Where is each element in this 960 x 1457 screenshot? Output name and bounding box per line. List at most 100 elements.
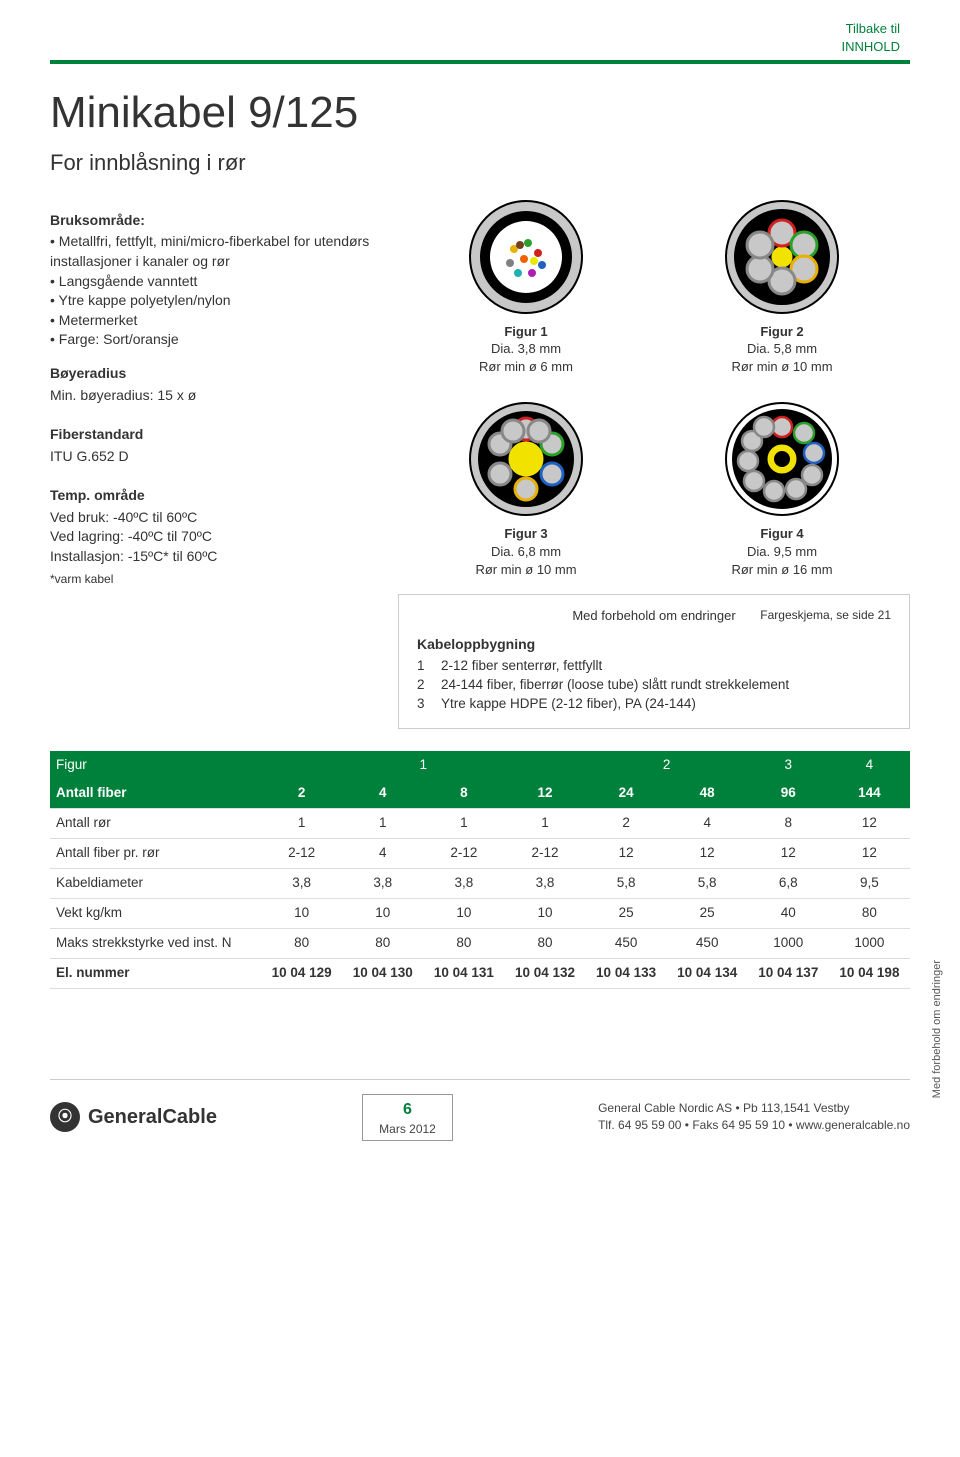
page-footer: ⦿ GeneralCable 6 Mars 2012 General Cable… <box>50 1079 910 1141</box>
list-item: Langsgående vanntett <box>50 272 370 292</box>
table-cell: Antall rør <box>50 809 261 839</box>
table-cell: 80 <box>829 898 910 928</box>
figure-dia: Dia. 3,8 mm <box>491 341 561 356</box>
kb-item: 12-12 fiber senterrør, fettfyllt <box>417 657 891 676</box>
page-date: Mars 2012 <box>379 1122 436 1136</box>
table-cell: Kabeldiameter <box>50 869 261 899</box>
table-cell: 10 04 137 <box>748 958 829 988</box>
temp-footnote: *varm kabel <box>50 571 370 588</box>
table-cell: 3,8 <box>423 869 504 899</box>
table-cell: 1000 <box>748 928 829 958</box>
table-cell: 10 04 198 <box>829 958 910 988</box>
page-number-box: 6 Mars 2012 <box>362 1094 453 1141</box>
back-link[interactable]: Tilbake til INNHOLD <box>50 20 910 56</box>
table-cell: 1000 <box>829 928 910 958</box>
table-cell: 1 <box>504 809 585 839</box>
table-cell: 9,5 <box>829 869 910 899</box>
table-cell: 5,8 <box>667 869 748 899</box>
figure-dia: Dia. 5,8 mm <box>747 341 817 356</box>
logo-text: GeneralCable <box>88 1103 217 1131</box>
table-cell: 3,8 <box>504 869 585 899</box>
table-row: Maks strekkstyrke ved inst. N80808080450… <box>50 928 910 958</box>
figure-name: Figur 1 <box>504 324 547 339</box>
header-rule <box>50 60 910 64</box>
table-cell: 1 <box>261 809 342 839</box>
spec-table: Figur1234 Antall fiber24812244896144 Ant… <box>50 751 910 989</box>
table-cell: 450 <box>586 928 667 958</box>
table-cell: 10 04 132 <box>504 958 585 988</box>
back-link-line2: INNHOLD <box>50 38 900 56</box>
table-cell: 80 <box>342 928 423 958</box>
bruksomrade-list: Metallfri, fettfylt, mini/micro-fiberkab… <box>50 232 370 350</box>
figure-name: Figur 3 <box>504 526 547 541</box>
table-cell: Maks strekkstyrke ved inst. N <box>50 928 261 958</box>
table-cell: 4 <box>667 809 748 839</box>
figure-3: Figur 3 Dia. 6,8 mm Rør min ø 10 mm <box>441 399 611 578</box>
kb-item: 224-144 fiber, fiberrør (loose tube) slå… <box>417 676 891 695</box>
figure-2: Figur 2 Dia. 5,8 mm Rør min ø 10 mm <box>697 197 867 376</box>
figure-ror: Rør min ø 10 mm <box>475 562 576 577</box>
heading-boyeradius: Bøyeradius <box>50 364 370 384</box>
figure-dia: Dia. 9,5 mm <box>747 544 817 559</box>
table-cell: 3,8 <box>261 869 342 899</box>
figure-ror: Rør min ø 6 mm <box>479 359 573 374</box>
kb-item: 3Ytre kappe HDPE (2-12 fiber), PA (24-14… <box>417 695 891 714</box>
table-cell: 40 <box>748 898 829 928</box>
table-header-cell: 24 <box>586 779 667 808</box>
table-header-cell: 48 <box>667 779 748 808</box>
table-cell: 10 04 129 <box>261 958 342 988</box>
table-cell: 10 04 130 <box>342 958 423 988</box>
table-cell: 10 <box>423 898 504 928</box>
footer-address: General Cable Nordic AS • Pb 113,1541 Ve… <box>598 1100 910 1134</box>
table-cell: Vekt kg/km <box>50 898 261 928</box>
table-cell: 3,8 <box>342 869 423 899</box>
table-cell: 12 <box>829 809 910 839</box>
page-number: 6 <box>379 1099 436 1121</box>
kabeloppbygning-heading: Kabeloppbygning <box>417 635 891 655</box>
cable-cross-section-icon <box>722 399 842 519</box>
addr-line: Tlf. 64 95 59 00 • Faks 64 95 59 10 • ww… <box>598 1117 910 1134</box>
table-cell: 1 <box>342 809 423 839</box>
figure-1: Figur 1 Dia. 3,8 mm Rør min ø 6 mm <box>441 197 611 376</box>
heading-bruksomrade: Bruksområde: <box>50 211 370 231</box>
table-col-group: 1 <box>261 751 585 780</box>
kabeloppbygning-box: Med forbehold om endringer Fargeskjema, … <box>398 594 910 728</box>
list-item: Metermerket <box>50 311 370 331</box>
table-cell: 2-12 <box>423 839 504 869</box>
figure-dia: Dia. 6,8 mm <box>491 544 561 559</box>
fiberstandard-text: ITU G.652 D <box>50 447 370 467</box>
table-header-cell: 12 <box>504 779 585 808</box>
figure-name: Figur 4 <box>760 526 803 541</box>
table-cell: 10 <box>261 898 342 928</box>
table-row: Vekt kg/km1010101025254080 <box>50 898 910 928</box>
table-col-group: 2 <box>586 751 748 780</box>
boyeradius-text: Min. bøyeradius: 15 x ø <box>50 386 370 406</box>
list-item: Metallfri, fettfylt, mini/micro-fiberkab… <box>50 232 370 271</box>
table-cell: 10 <box>504 898 585 928</box>
table-cell: Antall fiber pr. rør <box>50 839 261 869</box>
list-item: Farge: Sort/oransje <box>50 330 370 350</box>
table-header-cell: 2 <box>261 779 342 808</box>
table-cell: 10 <box>342 898 423 928</box>
table-cell: 2-12 <box>504 839 585 869</box>
side-disclaimer: Med forbehold om endringer <box>930 960 945 1098</box>
table-cell: 450 <box>667 928 748 958</box>
table-cell: 12 <box>829 839 910 869</box>
table-row: El. nummer10 04 12910 04 13010 04 13110 … <box>50 958 910 988</box>
table-header-cell: 144 <box>829 779 910 808</box>
table-cell: 8 <box>748 809 829 839</box>
table-cell: 10 04 131 <box>423 958 504 988</box>
table-header-cell: Antall fiber <box>50 779 261 808</box>
table-cell: 80 <box>423 928 504 958</box>
figure-ror: Rør min ø 16 mm <box>731 562 832 577</box>
table-cell: 2-12 <box>261 839 342 869</box>
table-cell: 5,8 <box>586 869 667 899</box>
table-col-group: 4 <box>829 751 910 780</box>
table-cell: 25 <box>667 898 748 928</box>
table-cell: El. nummer <box>50 958 261 988</box>
temp-line: Ved bruk: -40ºC til 60ºC <box>50 508 370 528</box>
cable-cross-section-icon <box>466 399 586 519</box>
colorscheme-ref: Fargeskjema, se side 21 <box>760 607 891 624</box>
figure-4: Figur 4 Dia. 9,5 mm Rør min ø 16 mm <box>697 399 867 578</box>
back-link-line1: Tilbake til <box>50 20 900 38</box>
